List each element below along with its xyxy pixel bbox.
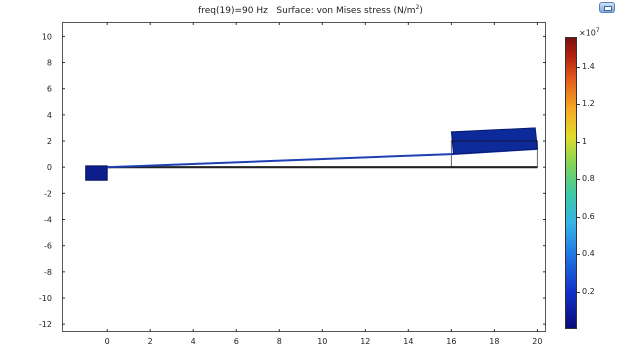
- colorbar-tick-5: [577, 254, 580, 256]
- x-tick-label-7: 14: [403, 337, 413, 346]
- colorbar-tick-1: [577, 104, 580, 106]
- colorbar-tick-label-4: 0.6: [582, 211, 595, 221]
- colorbar-tick-label-2: 1: [582, 136, 588, 146]
- x-tick-label-0: 0: [105, 337, 110, 346]
- colorbar-multiplier: ×107: [579, 27, 600, 38]
- colorbar-tick-label-1: 1.2: [582, 99, 595, 109]
- x-tick-label-8: 16: [446, 337, 456, 346]
- colorbar-tick-label-5: 0.4: [582, 249, 595, 259]
- colorbar-tick-label-6: 0.2: [582, 286, 595, 296]
- plot-area[interactable]: [62, 22, 546, 332]
- x-tick-label-9: 18: [489, 337, 499, 346]
- y-tick-label-6: -2: [44, 189, 52, 198]
- y-tick-label-2: 6: [47, 85, 52, 94]
- y-tick-label-4: 2: [47, 137, 52, 146]
- x-tick-label-3: 6: [234, 337, 239, 346]
- y-tick-label-9: -8: [44, 268, 52, 277]
- x-tick-label-4: 8: [277, 337, 282, 346]
- y-tick-label-3: 4: [47, 111, 52, 120]
- y-tick-label-7: -4: [44, 216, 52, 225]
- y-tick-label-0: 10: [42, 32, 52, 41]
- y-tick-label-11: -12: [39, 320, 52, 329]
- colorbar-tick-3: [577, 179, 580, 181]
- colorbar-tick-0: [577, 66, 580, 68]
- x-tick-label-10: 20: [532, 337, 542, 346]
- y-tick-label-10: -10: [39, 294, 52, 303]
- y-tick-label-5: 0: [47, 163, 52, 172]
- colorbar: [565, 37, 577, 329]
- colorbar-tick-6: [577, 291, 580, 293]
- plot-title: freq(19)=90 Hz Surface: von Mises stress…: [198, 4, 423, 16]
- y-tick-label-1: 8: [47, 59, 52, 68]
- base-block: [85, 165, 108, 181]
- x-tick-label-6: 12: [360, 337, 370, 346]
- colorbar-tick-label-3: 0.8: [582, 174, 595, 184]
- window-icon[interactable]: [599, 2, 615, 13]
- x-tick-label-2: 4: [191, 337, 196, 346]
- y-tick-label-8: -6: [44, 242, 52, 251]
- colorbar-tick-4: [577, 216, 580, 218]
- x-tick-label-1: 2: [148, 337, 153, 346]
- x-tick-label-5: 10: [317, 337, 327, 346]
- colorbar-tick-label-0: 1.4: [582, 61, 595, 71]
- colorbar-tick-2: [577, 141, 580, 143]
